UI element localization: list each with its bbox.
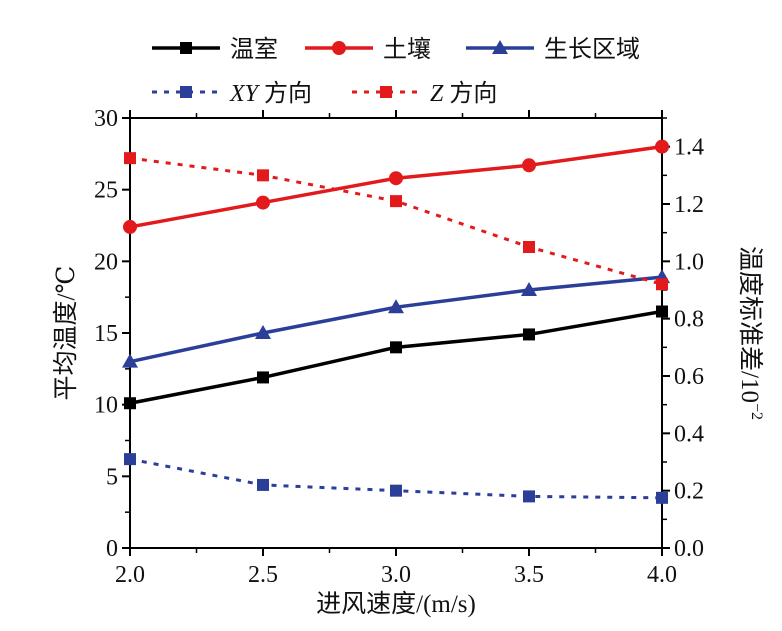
data-point <box>523 490 535 503</box>
y-right-tick-label: 0.2 <box>674 479 704 505</box>
x-tick-label: 2.5 <box>248 562 278 588</box>
data-point <box>522 158 536 173</box>
y-axis-right-title-main: 温度标准差/10 <box>736 246 764 403</box>
y-right-tick-label: 0.6 <box>674 364 704 390</box>
legend-marker <box>380 86 392 98</box>
data-point <box>124 397 136 410</box>
legend-item: XY 方向 <box>152 80 312 107</box>
data-point <box>122 353 138 368</box>
legend-item: Z 方向 <box>352 80 497 107</box>
legend-marker <box>180 42 192 54</box>
data-point <box>256 195 270 210</box>
series-line <box>129 144 663 229</box>
series-layer <box>122 139 670 504</box>
legend-marker <box>492 40 508 54</box>
x-axis-title: 进风速度/(m/s) <box>316 590 476 618</box>
y-left-tick-label: 30 <box>94 106 118 132</box>
y-left-tick-label: 10 <box>94 393 118 419</box>
data-point <box>655 139 669 154</box>
data-point <box>255 325 271 339</box>
legend-label-rest: 方向 <box>443 80 497 107</box>
x-tick-label: 2.0 <box>115 562 145 588</box>
legend-label-italic: XY <box>229 81 261 107</box>
data-point <box>390 341 402 354</box>
legend-marker <box>332 41 346 55</box>
data-point <box>656 491 668 504</box>
y-left-tick-label: 15 <box>94 321 118 347</box>
data-point <box>257 371 269 384</box>
legend-label-rest: 方向 <box>258 80 312 107</box>
y-right-tick-label: 1.0 <box>674 249 704 275</box>
y-right-tick-label: 0.8 <box>674 307 704 333</box>
y-axis-right-title: 温度标准差/10−2 <box>736 246 765 420</box>
y-right-tick-label: 0.4 <box>674 421 704 447</box>
data-point <box>656 305 668 318</box>
y-right-tick-label: 1.4 <box>674 135 704 161</box>
legend-label: 生长区域 <box>544 36 640 63</box>
y-right-tick-label: 0.0 <box>674 536 704 562</box>
plot-area: 2.0 2.5 3.0 3.5 4.0 0 5 10 15 20 25 30 0.0 0.2 0.4 0.6 0… <box>94 106 704 588</box>
series-3 <box>124 453 668 504</box>
y-right-tick-label: 1.2 <box>674 192 704 218</box>
legend-label: 温室 <box>230 36 278 63</box>
data-point <box>257 169 269 182</box>
data-point <box>124 152 136 165</box>
legend-marker <box>180 86 192 98</box>
legend-label-italic: Z <box>430 81 444 107</box>
y-axis-right-title-exponent: −2 <box>748 403 765 420</box>
y-left-tick-label: 25 <box>94 178 118 204</box>
y-left-tick-label: 20 <box>94 249 118 275</box>
legend-label: XY 方向 <box>229 80 312 107</box>
data-point <box>257 478 269 491</box>
legend-item: 生长区域 <box>466 36 640 63</box>
series-line <box>129 309 663 405</box>
data-point <box>523 328 535 341</box>
data-point <box>388 299 404 314</box>
y-axis-left-title: 平均温度/℃ <box>52 266 80 401</box>
data-point <box>390 195 402 208</box>
series-line <box>129 156 663 286</box>
axis-ticks: 2.0 2.5 3.0 3.5 4.0 0 5 10 15 20 25 30 0.0 0.2 0.4 0.6 0… <box>94 106 704 588</box>
data-point <box>390 484 402 497</box>
data-point <box>123 219 137 234</box>
series-4 <box>124 152 668 291</box>
y-left-tick-label: 0 <box>106 536 118 562</box>
legend-item: 温室 <box>152 36 278 63</box>
x-tick-label: 3.5 <box>514 562 544 588</box>
legend-label: 土壤 <box>383 36 431 63</box>
series-1 <box>123 139 669 234</box>
data-point <box>656 278 668 291</box>
legend-label: Z 方向 <box>430 80 497 107</box>
series-0 <box>124 305 668 410</box>
y-left-tick-label: 5 <box>106 464 118 490</box>
data-point <box>523 241 535 253</box>
x-tick-label: 3.0 <box>381 562 411 588</box>
legend-item: 土壤 <box>305 36 431 63</box>
data-point <box>389 171 403 186</box>
data-point <box>124 453 136 466</box>
data-point <box>521 282 537 296</box>
x-tick-label: 4.0 <box>647 562 677 588</box>
